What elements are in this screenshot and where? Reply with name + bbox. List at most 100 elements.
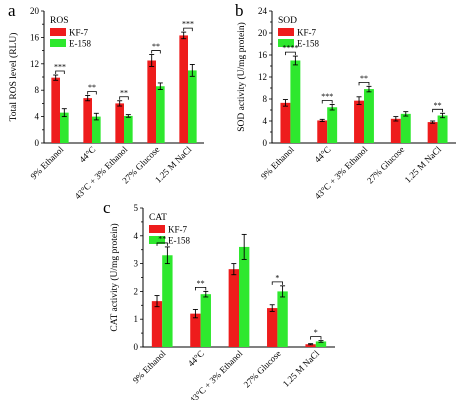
legend-label: E-158 [69,39,91,49]
bar-kf7 [305,344,316,347]
x-tick-label: 1.25 M NaCl [281,348,322,389]
bar-e158 [315,341,327,347]
significance-bracket [195,287,207,291]
bar-kf7 [228,269,239,347]
bar-kf7 [151,301,163,347]
panel-letter: b [235,1,244,20]
bar-e158 [188,70,197,143]
legend-swatch [50,39,66,47]
significance-label: ** [152,42,160,51]
y-tick-label: 20 [30,6,40,16]
y-axis-label: Total ROS level (RLU) [8,33,19,122]
significance-bracket [119,96,129,100]
significance-label: **** [282,44,298,53]
x-tick-label: 27% Glucose [242,348,283,389]
significance-label: * [314,328,318,337]
significance-label: ** [120,88,128,97]
significance-bracket [285,51,296,56]
bar-kf7 [317,120,328,143]
bar-e158 [92,116,101,143]
chart-panel-c: c 0 1 2 3 4 5 CAT activity (U/mg protein) CATKF-… [103,198,335,400]
bar-e158 [364,89,374,143]
significance-label: ** [197,279,205,288]
bar-e158 [290,60,301,143]
bar-e158 [437,115,448,143]
significance-bracket [87,91,97,95]
significance-label: ** [434,101,442,110]
bar-kf7 [147,60,156,143]
significance-label: ** [158,234,166,243]
significance-bracket [358,81,370,86]
significance-label: *** [182,20,194,29]
panel-title: SOD [278,16,297,26]
legend-label: KF-7 [168,225,188,235]
significance-bracket [310,336,322,340]
x-tick-label: 44°C [312,144,332,164]
significance-bracket [156,242,168,246]
legend-label: KF-7 [69,28,89,38]
y-tick-label: 24 [258,6,268,16]
legend-label: E-158 [297,39,319,49]
bar-kf7 [115,103,124,143]
y-axis-label: CAT activity (U/mg protein) [109,223,120,331]
bar-e158 [200,294,211,347]
significance-bracket [321,100,333,104]
legend-swatch [278,28,294,36]
y-tick-label: 20 [258,28,268,38]
bar-kf7 [280,102,291,143]
bar-kf7 [354,100,364,143]
bar-e158 [124,115,133,143]
legend-label: KF-7 [297,28,317,38]
bar-e158 [400,113,411,143]
significance-bracket [271,281,283,285]
y-tick-label: 4 [35,112,40,122]
y-axis-label: SOD activity (U/mg protein) [236,22,247,132]
legend-swatch [50,28,66,36]
legend-label: E-158 [168,236,190,246]
bar-e158 [60,112,69,143]
bar-kf7 [51,77,60,143]
significance-bracket [183,27,193,32]
bar-e158 [162,255,173,347]
bar-e158 [327,107,338,143]
significance-bracket [432,108,443,113]
bar-kf7 [427,122,438,143]
bar-e158 [156,86,165,143]
y-tick-label: 0 [134,342,139,352]
y-tick-label: 4 [134,231,139,241]
bar-kf7 [267,308,278,347]
bar-e158 [239,246,250,347]
y-tick-label: 12 [30,59,39,69]
x-tick-label: 44°C [77,144,97,164]
y-tick-label: 0 [35,138,40,148]
y-tick-label: 12 [258,72,267,82]
y-tick-label: 1 [134,314,139,324]
panel-title: CAT [149,213,167,223]
significance-bracket [55,70,65,75]
y-tick-label: 5 [134,203,139,213]
bar-e158 [277,291,288,347]
bar-kf7 [390,118,401,143]
y-tick-label: 0 [263,138,268,148]
y-tick-label: 2 [134,286,139,296]
y-tick-label: 4 [263,116,268,126]
y-tick-label: 3 [134,259,139,269]
panel-letter: c [103,198,111,217]
chart-panel-a: a 0 4 8 12 16 20 Total ROS level (RLU) ROSKF-7E-… [8,1,204,201]
significance-label: *** [54,63,66,72]
legend-swatch [149,236,165,244]
significance-label: *** [321,92,333,101]
significance-label: ** [88,83,96,92]
chart-panel-b: b 0 4 8 12 16 20 24 SOD activity (U/mg protein) S… [235,1,456,201]
panel-letter: a [8,1,16,20]
x-tick-label: 9% Ethanol [131,348,168,385]
y-tick-label: 8 [263,94,268,104]
legend-swatch [149,225,165,233]
significance-label: * [275,273,279,282]
x-tick-label: 44°C [186,348,206,368]
y-tick-label: 16 [30,32,40,42]
panel-title: ROS [50,16,68,26]
significance-label: ** [360,74,368,83]
significance-bracket [151,50,161,54]
